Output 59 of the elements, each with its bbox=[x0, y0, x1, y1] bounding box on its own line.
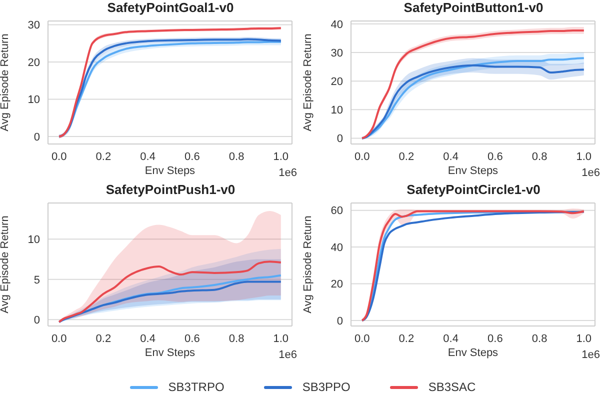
legend-label: SB3SAC bbox=[428, 380, 476, 394]
x-tick-label: 0.4 bbox=[443, 332, 458, 345]
y-tick-label: 10 bbox=[330, 104, 343, 117]
y-tick-label: 20 bbox=[330, 76, 343, 88]
x-tick-label: 0.4 bbox=[443, 150, 458, 163]
x-tick-label: 0.6 bbox=[488, 150, 503, 163]
y-tick-label: 30 bbox=[330, 47, 343, 60]
legend-label: SB3PPO bbox=[302, 380, 350, 394]
x-tick-label: 0.2 bbox=[398, 150, 414, 163]
y-tick-label: 20 bbox=[330, 278, 343, 291]
x-axis-title: Env Steps bbox=[144, 347, 196, 359]
y-axis-title: Avg Episode Return bbox=[0, 216, 11, 314]
y-tick-label: 40 bbox=[330, 242, 343, 254]
text: 1e6 bbox=[582, 349, 600, 361]
x-tick-label: 0.8 bbox=[228, 332, 244, 345]
text: 1e6 bbox=[278, 167, 297, 179]
text: 1e6 bbox=[582, 167, 600, 179]
y-tick-label: 5 bbox=[34, 274, 40, 286]
y-tick-label: 60 bbox=[330, 205, 343, 218]
x-tick-label: 1.0 bbox=[273, 332, 289, 345]
x-tick-label: 0.8 bbox=[532, 150, 548, 163]
x-tick-label: 0.0 bbox=[354, 332, 370, 345]
x-tick-label: 0.0 bbox=[51, 150, 67, 163]
y-axis-title: Avg Episode Return bbox=[302, 216, 314, 314]
x-tick-label: 0.0 bbox=[354, 150, 370, 163]
x-tick-label: 0.0 bbox=[51, 332, 67, 345]
x-axis-title: Env Steps bbox=[448, 347, 499, 359]
x-tick-label: 0.4 bbox=[140, 150, 156, 163]
x-tick-label: 1.0 bbox=[576, 332, 592, 345]
y-tick-label: 10 bbox=[28, 234, 40, 246]
y-axis-title: Avg Episode Return bbox=[302, 34, 314, 132]
x-tick-label: 1.0 bbox=[576, 150, 592, 163]
y-tick-label: 20 bbox=[28, 56, 40, 69]
y-tick-label: 0 bbox=[336, 133, 343, 146]
x-tick-label: 0.4 bbox=[140, 332, 156, 345]
chart-title: SafetyPointGoal1-v0 bbox=[106, 0, 235, 15]
y-tick-label: 10 bbox=[28, 94, 40, 106]
y-tick-label: 0 bbox=[336, 315, 343, 328]
x-tick-label: 0.8 bbox=[228, 150, 244, 163]
x-tick-label: 0.2 bbox=[398, 332, 414, 345]
y-tick-label: 0 bbox=[34, 314, 40, 326]
x-axis-title: Env Steps bbox=[144, 165, 196, 177]
chart-title: SafetyPointButton1-v0 bbox=[402, 0, 544, 15]
x-tick-label: 0.6 bbox=[184, 332, 200, 345]
legend-label: SB3TRPO bbox=[168, 380, 224, 394]
y-tick-label: 40 bbox=[330, 18, 343, 31]
x-tick-label: 0.6 bbox=[184, 150, 200, 163]
x-tick-label: 0.2 bbox=[96, 150, 112, 163]
y-tick-label: 30 bbox=[28, 20, 40, 32]
y-tick-label: 0 bbox=[34, 131, 40, 144]
x-tick-label: 1.0 bbox=[273, 150, 289, 163]
x-tick-label: 0.6 bbox=[488, 332, 503, 345]
y-axis-title: Avg Episode Return bbox=[0, 34, 11, 132]
text: 1e6 bbox=[278, 349, 297, 361]
x-tick-label: 0.8 bbox=[532, 332, 548, 345]
x-axis-title: Env Steps bbox=[448, 165, 499, 177]
chart-title: SafetyPointPush1-v0 bbox=[104, 182, 236, 197]
x-tick-label: 0.2 bbox=[96, 332, 112, 345]
chart-title: SafetyPointCircle1-v0 bbox=[406, 182, 542, 197]
